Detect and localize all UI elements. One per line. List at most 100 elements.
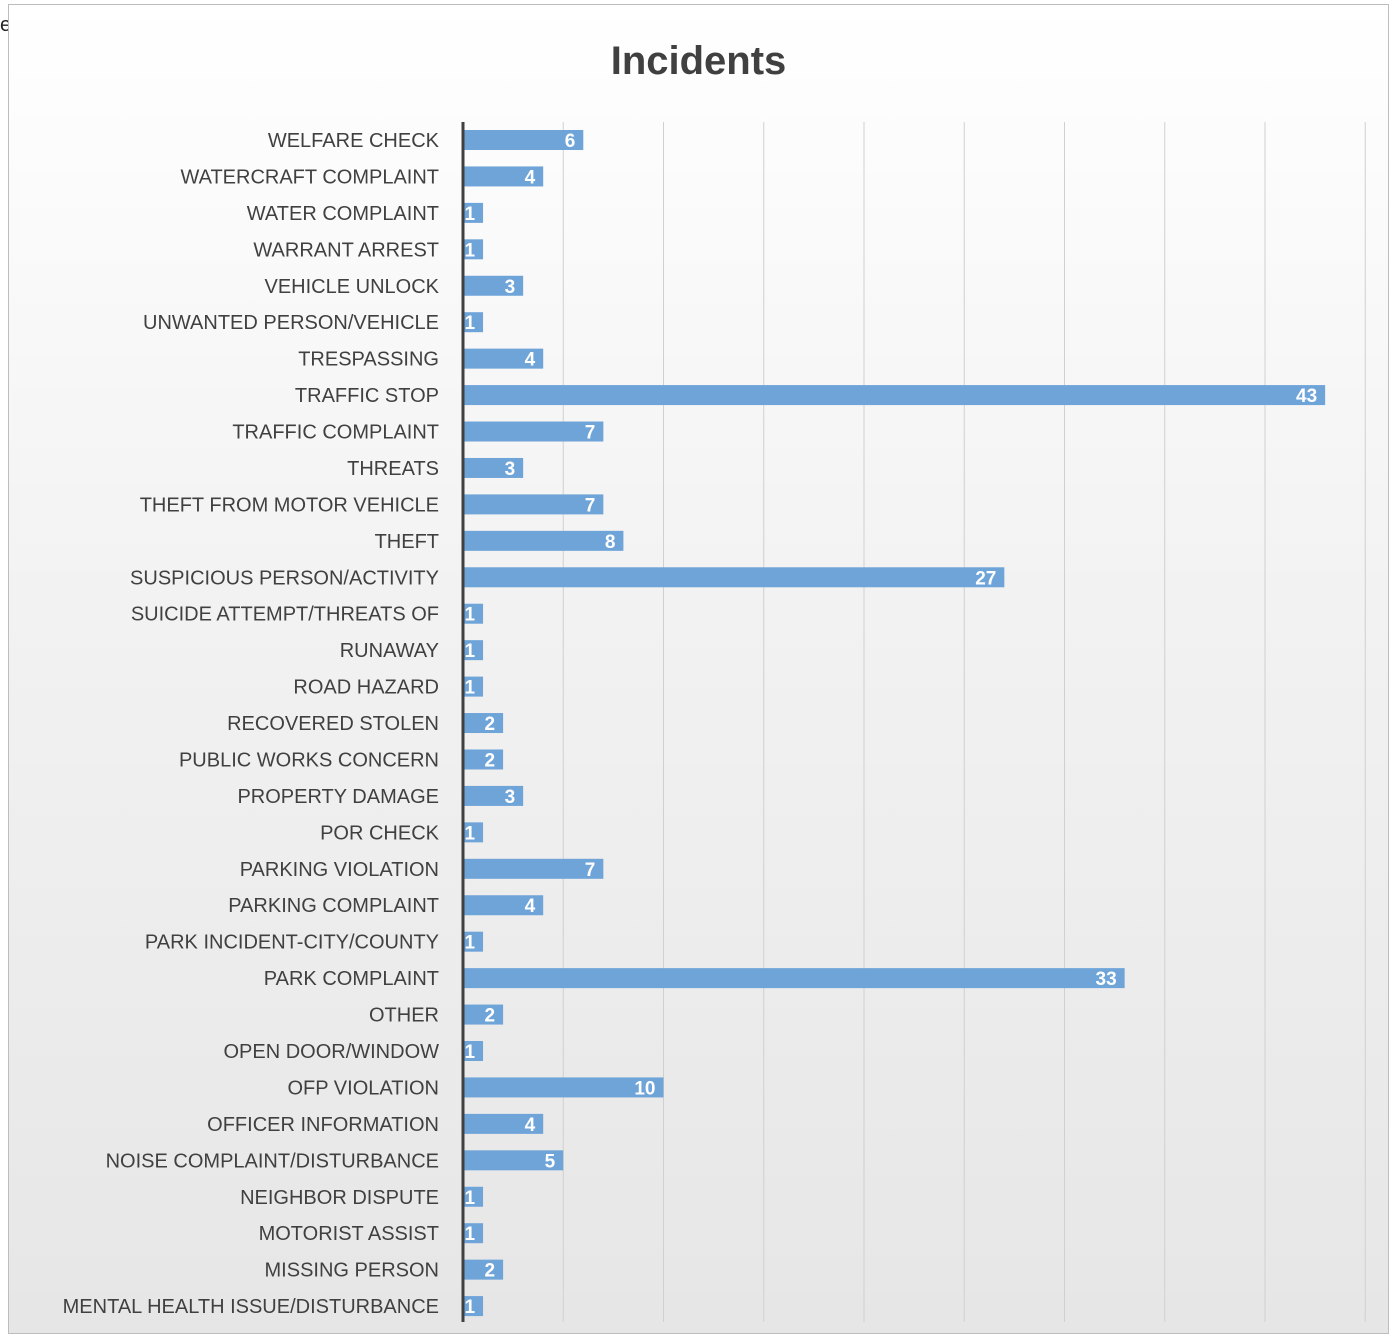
bar <box>463 968 1125 989</box>
category-label: THEFT <box>375 531 439 553</box>
data-label: 43 <box>1296 386 1317 407</box>
category-label: SUICIDE ATTEMPT/THREATS OF <box>131 604 439 626</box>
data-label: 4 <box>525 350 536 371</box>
data-label: 1 <box>464 1297 475 1318</box>
data-label: 3 <box>505 459 516 480</box>
category-label: ROAD HAZARD <box>293 677 439 699</box>
category-label: WELFARE CHECK <box>268 130 440 152</box>
data-label: 2 <box>485 1261 496 1282</box>
data-label: 33 <box>1096 969 1117 990</box>
data-label: 1 <box>464 1042 475 1063</box>
data-label: 5 <box>545 1151 556 1172</box>
category-label: NEIGHBOR DISPUTE <box>240 1187 439 1209</box>
category-label: VEHICLE UNLOCK <box>265 276 440 298</box>
category-label: SUSPICIOUS PERSON/ACTIVITY <box>130 567 439 589</box>
bar <box>463 312 484 333</box>
bar <box>463 822 484 843</box>
data-label: 1 <box>464 1188 475 1209</box>
bar <box>463 494 604 515</box>
bar <box>463 931 484 952</box>
bar <box>463 676 484 697</box>
category-label: POR CHECK <box>320 822 440 844</box>
bar <box>463 239 484 260</box>
category-label: OTHER <box>369 1005 439 1027</box>
data-label: 1 <box>464 678 475 699</box>
data-label: 7 <box>585 860 596 881</box>
bar <box>463 1186 484 1207</box>
category-label: OFFICER INFORMATION <box>207 1114 439 1136</box>
bar <box>463 385 1326 406</box>
data-label: 1 <box>464 641 475 662</box>
bar <box>463 1259 504 1280</box>
chart-title: Incidents <box>610 39 787 83</box>
category-label: MISSING PERSON <box>265 1260 439 1282</box>
data-label: 4 <box>525 167 536 188</box>
data-label: 1 <box>464 204 475 225</box>
bar <box>463 603 484 624</box>
bar <box>463 1150 564 1171</box>
category-label: UNWANTED PERSON/VEHICLE <box>143 312 439 334</box>
bar <box>463 275 524 296</box>
chart-area: Incidents <box>8 4 1389 1334</box>
data-label: 3 <box>505 277 516 298</box>
data-label: 3 <box>505 787 516 808</box>
category-label: PUBLIC WORKS CONCERN <box>179 749 439 771</box>
data-label: 2 <box>485 750 496 771</box>
category-label: PARK INCIDENT-CITY/COUNTY <box>145 932 439 954</box>
category-label: RUNAWAY <box>340 640 439 662</box>
data-label: 6 <box>565 131 576 152</box>
category-label: THREATS <box>347 458 439 480</box>
bar <box>463 348 544 369</box>
category-label: MOTORIST ASSIST <box>259 1223 439 1245</box>
data-label: 8 <box>605 532 616 553</box>
bar <box>463 640 484 661</box>
category-label: WATER COMPLAINT <box>247 203 439 225</box>
bar <box>463 421 604 442</box>
data-label: 27 <box>975 568 996 589</box>
category-label: OPEN DOOR/WINDOW <box>223 1041 439 1063</box>
data-label: 1 <box>464 933 475 954</box>
category-label: TRESPASSING <box>298 349 439 371</box>
bar <box>463 785 524 806</box>
category-label: TRAFFIC COMPLAINT <box>232 422 439 444</box>
bar <box>463 457 524 478</box>
data-label: 1 <box>464 240 475 261</box>
data-label: 1 <box>464 823 475 844</box>
category-label: THEFT FROM MOTOR VEHICLE <box>140 494 439 516</box>
bar <box>463 202 484 223</box>
data-label: 4 <box>525 896 536 917</box>
bar <box>463 713 504 734</box>
category-label: WARRANT ARREST <box>253 239 439 261</box>
bar <box>463 166 544 187</box>
category-label: PARK COMPLAINT <box>264 968 439 990</box>
category-label: NOISE COMPLAINT/DISTURBANCE <box>106 1150 439 1172</box>
bar <box>463 858 604 879</box>
clipped-header-text: e <box>0 14 8 36</box>
category-label: MENTAL HEALTH ISSUE/DISTURBANCE <box>63 1296 439 1318</box>
data-label: 1 <box>464 605 475 626</box>
category-label: PROPERTY DAMAGE <box>237 786 439 808</box>
data-label: 4 <box>525 1115 536 1136</box>
bar <box>463 1296 484 1317</box>
category-label: WATERCRAFT COMPLAINT <box>180 166 439 188</box>
bar <box>463 130 584 150</box>
bar <box>463 1223 484 1244</box>
data-label: 7 <box>585 423 596 444</box>
bar <box>463 530 624 551</box>
category-label: RECOVERED STOLEN <box>227 713 439 735</box>
bar <box>463 749 504 770</box>
data-label: 2 <box>485 714 496 735</box>
category-label: TRAFFIC STOP <box>295 385 439 407</box>
bar <box>463 1113 544 1134</box>
category-label: OFP VIOLATION <box>287 1077 439 1099</box>
category-label: PARKING VIOLATION <box>240 859 439 881</box>
bar <box>463 895 544 916</box>
data-label: 10 <box>634 1078 655 1099</box>
bar <box>463 1041 484 1061</box>
data-label: 1 <box>464 313 475 334</box>
bar <box>463 1004 504 1025</box>
category-label: PARKING COMPLAINT <box>228 895 439 917</box>
data-label: 1 <box>464 1224 475 1245</box>
bar <box>463 567 1005 588</box>
bar <box>463 1077 664 1098</box>
